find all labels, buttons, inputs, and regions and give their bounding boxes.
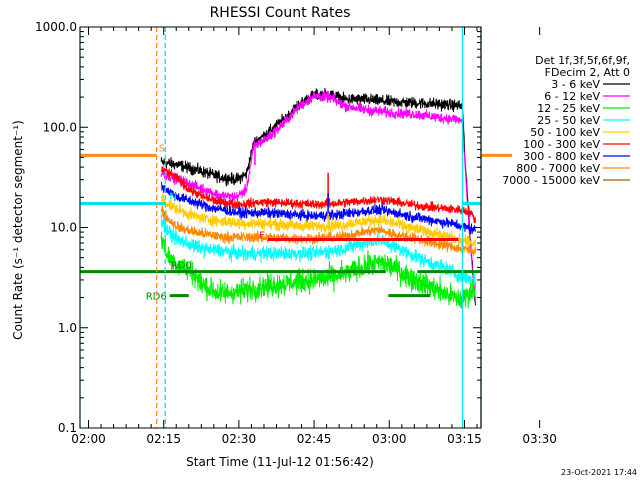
state-label-rd6: RD6 bbox=[146, 292, 167, 303]
legend-label-25-50-kev: 25 - 50 keV bbox=[537, 114, 600, 127]
plot-content: S N F RD0 RD6 bbox=[79, 27, 513, 428]
x-tick-label: 03:30 bbox=[522, 432, 557, 446]
series-line-6-12-kev bbox=[160, 90, 476, 300]
timestamp: 23-Oct-2021 17:44 bbox=[561, 468, 637, 477]
y-tick-label: 1000.0 bbox=[35, 20, 77, 34]
series-line-300-800-kev bbox=[160, 180, 476, 235]
y-tick-label: 0.1 bbox=[58, 421, 77, 435]
series-line-25-50-kev bbox=[160, 214, 476, 286]
x-tick-label: 02:30 bbox=[222, 432, 257, 446]
legend-header: FDecim 2, Att 0 bbox=[545, 66, 630, 79]
legend-label-300-800-kev: 300 - 800 keV bbox=[523, 150, 600, 163]
x-tick-label: 03:00 bbox=[372, 432, 407, 446]
series-line-50-100-kev bbox=[160, 193, 476, 250]
y-tick-label: 100.0 bbox=[43, 120, 77, 134]
chart-title: RHESSI Count Rates bbox=[210, 5, 351, 21]
state-label-n: N bbox=[169, 191, 176, 202]
x-axis-label: Start Time (11-Jul-12 01:56:42) bbox=[186, 455, 374, 469]
state-label-rd0: RD0 bbox=[171, 261, 192, 272]
legend-label-50-100-kev: 50 - 100 keV bbox=[530, 126, 600, 139]
x-tick-label: 02:45 bbox=[297, 432, 332, 446]
series-line-12-25-kev bbox=[160, 231, 476, 309]
legend-label-12-25-kev: 12 - 25 keV bbox=[537, 102, 600, 115]
legend-label-3-6-kev: 3 - 6 keV bbox=[551, 78, 600, 91]
state-label-f: F bbox=[259, 231, 265, 242]
legend: Det 1f,3f,5f,6f,9f,FDecim 2, Att 03 - 6 … bbox=[502, 54, 630, 187]
series-line-100-300-kev bbox=[160, 165, 476, 224]
y-axis-label: Count Rate (s⁻¹ detector segment⁻¹) bbox=[11, 120, 25, 340]
x-axis: 02:00 02:15 02:30 02:45 03:00 03:15 03:30 bbox=[71, 27, 557, 446]
legend-label-800-7000-kev: 800 - 7000 keV bbox=[516, 162, 600, 175]
legend-label-7000-15000-kev: 7000 - 15000 keV bbox=[502, 174, 600, 187]
y-tick-label: 10.0 bbox=[50, 221, 77, 235]
y-axis: 0.1 1.0 10.0 100.0 1000.0 bbox=[35, 20, 481, 435]
legend-label-100-300-kev: 100 - 300 keV bbox=[523, 138, 600, 151]
y-tick-label: 1.0 bbox=[58, 321, 77, 335]
legend-header: Det 1f,3f,5f,6f,9f, bbox=[535, 54, 630, 67]
x-tick-label: 02:00 bbox=[71, 432, 106, 446]
state-label-s: S bbox=[159, 143, 165, 154]
x-tick-label: 02:15 bbox=[146, 432, 181, 446]
x-tick-label: 03:15 bbox=[447, 432, 482, 446]
legend-label-6-12-kev: 6 - 12 keV bbox=[544, 90, 600, 103]
